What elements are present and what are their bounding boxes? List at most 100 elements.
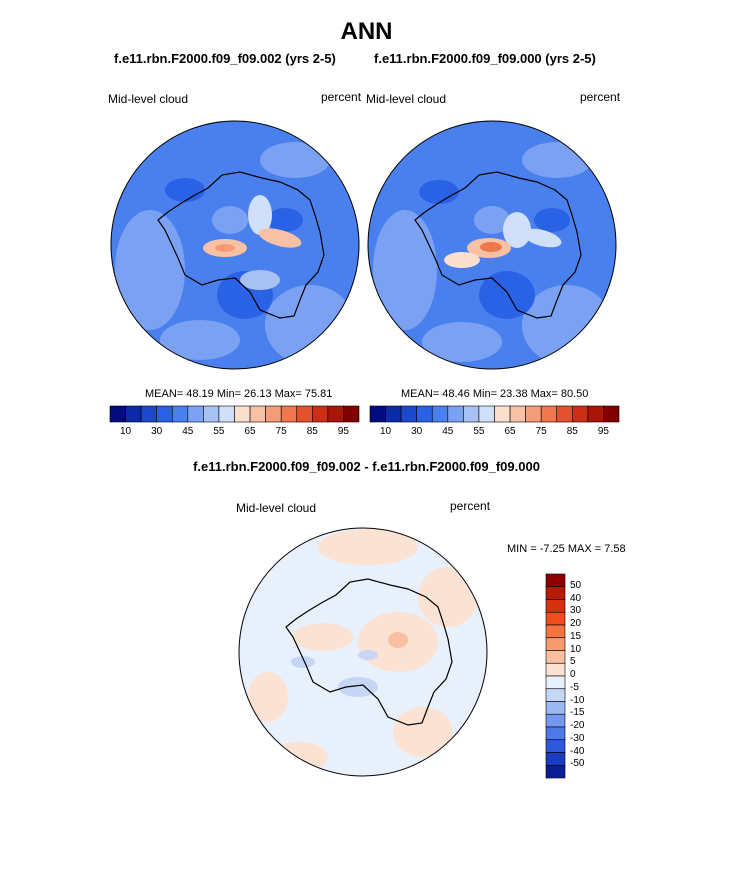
colorbar-swatch bbox=[463, 405, 480, 423]
contour-region bbox=[444, 252, 480, 268]
colorbar-swatch bbox=[545, 739, 566, 753]
colorbar-swatch bbox=[296, 405, 313, 423]
panel3-variable-label: Mid-level cloud bbox=[236, 501, 317, 515]
colorbar-swatch bbox=[572, 405, 589, 423]
contour-region bbox=[373, 210, 437, 330]
contour-region bbox=[240, 270, 280, 290]
panel2-subtitle: f.e11.rbn.F2000.f09_f09.000 (yrs 2-5) bbox=[374, 51, 596, 66]
colorbar-tick-label: 20 bbox=[570, 618, 582, 629]
contour-region bbox=[479, 271, 535, 319]
colorbar-swatch bbox=[556, 405, 573, 423]
panel3-colorbar bbox=[545, 573, 566, 779]
colorbar-tick-label: 95 bbox=[597, 426, 609, 437]
colorbar-tick-label: -20 bbox=[570, 720, 585, 731]
colorbar-tick-label: 55 bbox=[213, 426, 225, 437]
colorbar-swatch bbox=[234, 405, 251, 423]
colorbar-swatch bbox=[545, 713, 566, 728]
contour-region bbox=[522, 142, 592, 178]
colorbar-tick-label: 85 bbox=[566, 426, 578, 437]
colorbar-tick-label: 0 bbox=[570, 669, 576, 680]
colorbar-tick-label: 15 bbox=[570, 630, 582, 642]
panel3-stats: MIN = -7.25 MAX = 7.58 bbox=[507, 543, 626, 555]
contour-region bbox=[160, 320, 240, 360]
colorbar-swatch bbox=[187, 405, 204, 423]
colorbar-tick-label: -40 bbox=[570, 745, 585, 757]
contour-region bbox=[480, 242, 502, 252]
page-title: ANN bbox=[340, 18, 393, 45]
colorbar-swatch bbox=[280, 405, 298, 423]
colorbar-tick-label: 50 bbox=[570, 579, 582, 591]
colorbar-swatch bbox=[545, 624, 566, 639]
colorbar-tick-label: 55 bbox=[473, 426, 485, 437]
colorbar-swatch bbox=[525, 405, 542, 423]
panel1-polar-map bbox=[110, 120, 360, 370]
contour-region bbox=[522, 228, 562, 248]
colorbar-swatch bbox=[416, 405, 433, 423]
colorbar-tick-label: 10 bbox=[120, 426, 132, 437]
colorbar-tick-label: -10 bbox=[570, 694, 585, 706]
colorbar-swatch bbox=[343, 405, 360, 423]
colorbar-swatch bbox=[171, 405, 189, 423]
contour-region bbox=[422, 322, 502, 362]
colorbar-tick-label: 75 bbox=[535, 426, 547, 437]
colorbar-swatch bbox=[545, 611, 566, 626]
panel3-units-label: percent bbox=[450, 499, 491, 513]
colorbar-swatch bbox=[447, 405, 464, 423]
colorbar-tick-label: 45 bbox=[182, 426, 194, 437]
panel2-polar-map bbox=[367, 120, 617, 370]
colorbar-tick-label: -30 bbox=[570, 732, 585, 744]
colorbar-swatch bbox=[265, 405, 282, 423]
contour-region bbox=[419, 180, 459, 204]
contour-region bbox=[267, 208, 303, 232]
contour-region bbox=[248, 195, 272, 235]
panel2-colorbar-ticks: 10 30 45 55 65 75 85 95 bbox=[370, 426, 619, 440]
colorbar-swatch bbox=[494, 405, 511, 423]
contour-region bbox=[393, 707, 453, 757]
colorbar-tick-label: 75 bbox=[275, 426, 287, 437]
contour-region bbox=[265, 285, 355, 365]
colorbar-swatch bbox=[327, 405, 344, 423]
contour-region bbox=[418, 567, 478, 627]
colorbar-swatch bbox=[218, 405, 235, 423]
colorbar-tick-label: 5 bbox=[570, 656, 576, 668]
panel3-colorbar-ticks: 50 40 30 20 15 10 5 0 -5 -10 -15 -20 -30 -40 -50 bbox=[570, 574, 610, 778]
panel2-stats: MEAN= 48.46 Min= 23.38 Max= 80.50 bbox=[401, 388, 589, 400]
contour-region bbox=[115, 210, 185, 330]
contour-region bbox=[338, 677, 378, 697]
contour-region bbox=[212, 206, 248, 234]
panel2-variable-label: Mid-level cloud bbox=[366, 92, 447, 106]
colorbar-swatch bbox=[540, 405, 558, 423]
colorbar-tick-label: 30 bbox=[411, 426, 423, 437]
antarctica-coastline bbox=[157, 171, 325, 319]
contour-region bbox=[215, 244, 235, 252]
contour-region bbox=[358, 650, 378, 660]
colorbar-tick-label: 95 bbox=[337, 426, 349, 437]
panel1-colorbar bbox=[109, 405, 360, 423]
colorbar-swatch bbox=[545, 675, 566, 690]
colorbar-tick-label: 40 bbox=[570, 592, 582, 604]
contour-region bbox=[258, 228, 302, 248]
colorbar-swatch bbox=[545, 764, 566, 779]
panel1-subtitle: f.e11.rbn.F2000.f09_f09.002 (yrs 2-5) bbox=[114, 51, 336, 66]
contour-region bbox=[388, 632, 408, 648]
panel2-colorbar bbox=[369, 405, 620, 423]
panel1-stats: MEAN= 48.19 Min= 26.13 Max= 75.81 bbox=[145, 388, 333, 400]
colorbar-tick-label: -5 bbox=[570, 681, 579, 693]
colorbar-tick-label: 85 bbox=[306, 426, 318, 437]
contour-region bbox=[534, 208, 570, 232]
colorbar-tick-label: 65 bbox=[244, 426, 256, 437]
colorbar-swatch bbox=[587, 405, 604, 423]
contour-region bbox=[474, 206, 510, 234]
colorbar-tick-label: 10 bbox=[380, 426, 392, 437]
contour-region bbox=[503, 212, 531, 248]
colorbar-swatch bbox=[603, 405, 620, 423]
colorbar-swatch bbox=[545, 726, 566, 741]
contour-region bbox=[260, 142, 330, 178]
colorbar-swatch bbox=[249, 405, 266, 423]
colorbar-swatch bbox=[545, 662, 566, 677]
contour-region bbox=[522, 285, 612, 365]
colorbar-swatch bbox=[400, 405, 417, 423]
colorbar-swatch bbox=[545, 573, 566, 588]
colorbar-tick-label: 45 bbox=[442, 426, 454, 437]
colorbar-tick-label: -15 bbox=[570, 707, 585, 719]
